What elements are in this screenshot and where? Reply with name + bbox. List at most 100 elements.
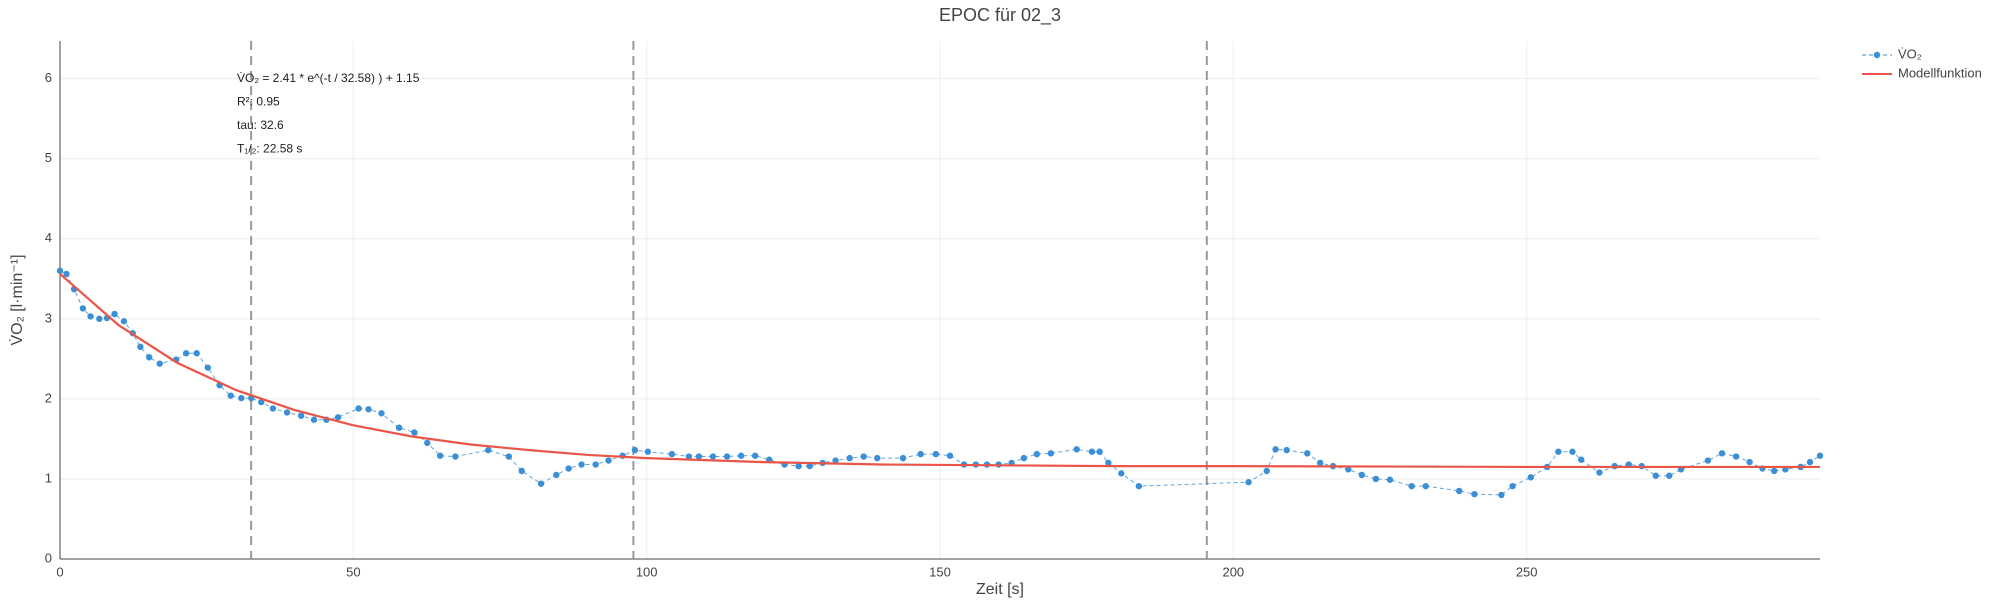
data-point	[1272, 446, 1279, 453]
data-point	[1509, 482, 1516, 490]
data-point	[685, 453, 693, 460]
chart-title: EPOC für 02_3	[939, 5, 1061, 26]
data-point	[631, 446, 639, 454]
data-point	[238, 394, 245, 402]
y-tick-label: 6	[45, 70, 52, 85]
data-point	[258, 398, 265, 406]
data-point	[1316, 459, 1324, 467]
data-point	[63, 270, 70, 278]
data-point	[56, 267, 64, 274]
data-point	[860, 453, 867, 460]
data-point	[424, 439, 431, 447]
data-point	[355, 405, 362, 412]
data-point	[120, 318, 128, 325]
data-point	[1718, 450, 1726, 457]
data-point	[145, 354, 153, 361]
x-tick-label: 250	[1516, 564, 1538, 579]
data-point	[378, 410, 385, 417]
x-tick-label: 100	[636, 564, 658, 579]
data-point	[297, 412, 305, 419]
data-point	[932, 450, 940, 458]
data-point	[1345, 466, 1352, 473]
x-tick-label: 50	[346, 564, 360, 579]
data-point	[137, 343, 144, 351]
data-point	[1456, 487, 1463, 495]
data-point	[1096, 448, 1103, 455]
data-point	[334, 414, 342, 421]
y-axis-title: V̇O₂ [l·min⁻¹]	[8, 254, 26, 345]
data-point	[1569, 448, 1576, 455]
data-point	[1304, 450, 1311, 457]
data-point	[365, 406, 372, 413]
data-point	[87, 313, 94, 320]
data-point	[182, 350, 190, 357]
series-line	[59, 273, 1820, 469]
data-point	[1527, 474, 1534, 481]
data-point	[695, 453, 703, 460]
data-point	[917, 450, 924, 458]
data-point	[553, 471, 560, 479]
annotation: tau: 32.6	[237, 118, 284, 132]
y-tick-label: 3	[45, 310, 52, 325]
data-point	[395, 424, 403, 431]
data-point	[846, 454, 853, 462]
legend-label: Modellfunktion	[1898, 65, 1982, 80]
data-point	[1020, 454, 1028, 462]
data-point	[79, 305, 87, 312]
data-point	[1596, 469, 1603, 476]
data-point	[436, 452, 444, 459]
x-tick-label: 150	[929, 564, 951, 579]
data-point	[193, 350, 200, 357]
data-point	[592, 461, 599, 468]
data-point	[1105, 459, 1112, 467]
data-point	[1666, 472, 1673, 479]
data-point	[1073, 446, 1080, 453]
data-point	[605, 457, 612, 464]
data-point	[709, 453, 717, 460]
data-point	[668, 450, 676, 458]
y-tick-label: 0	[45, 550, 52, 565]
y-tick-label: 4	[45, 230, 52, 245]
data-point	[737, 452, 745, 459]
annotation: V̇O₂ = 2.41 * e^(-t / 32.58) ) + 1.15	[237, 71, 420, 85]
data-point	[310, 416, 318, 423]
data-point	[1263, 467, 1270, 475]
data-point	[1033, 450, 1041, 458]
data-point	[795, 462, 802, 470]
data-point	[1372, 475, 1380, 483]
data-point	[1806, 458, 1814, 466]
data-point	[1771, 467, 1778, 475]
data-point	[1746, 458, 1753, 466]
data-point	[1088, 448, 1096, 455]
y-tick-label: 5	[45, 150, 52, 165]
data-point	[96, 315, 103, 323]
data-point	[1245, 478, 1252, 486]
data-point	[1555, 448, 1562, 455]
data-point	[1408, 482, 1415, 490]
data-point	[874, 454, 881, 462]
y-tick-label: 2	[45, 390, 52, 405]
annotation: T₁/₂: 22.58 s	[237, 142, 302, 156]
legend-label: V̇O₂	[1898, 46, 1922, 61]
data-point	[1816, 452, 1824, 459]
data-point	[518, 467, 525, 475]
data-point	[227, 392, 234, 399]
data-point	[1283, 446, 1290, 454]
x-axis-title: Zeit [s]	[976, 581, 1024, 598]
data-point	[899, 454, 907, 462]
data-point	[283, 409, 291, 416]
data-point	[1422, 482, 1429, 490]
data-point	[1471, 490, 1478, 498]
legend-marker	[1873, 51, 1881, 59]
x-tick-label: 200	[1222, 564, 1244, 579]
data-point	[1386, 476, 1394, 483]
annotation: R²: 0.95	[237, 95, 280, 109]
y-tick-label: 1	[45, 470, 52, 485]
data-point	[578, 461, 585, 468]
data-point	[156, 360, 163, 367]
data-point	[1652, 472, 1659, 479]
data-point	[1358, 471, 1366, 479]
data-point	[1704, 457, 1712, 464]
